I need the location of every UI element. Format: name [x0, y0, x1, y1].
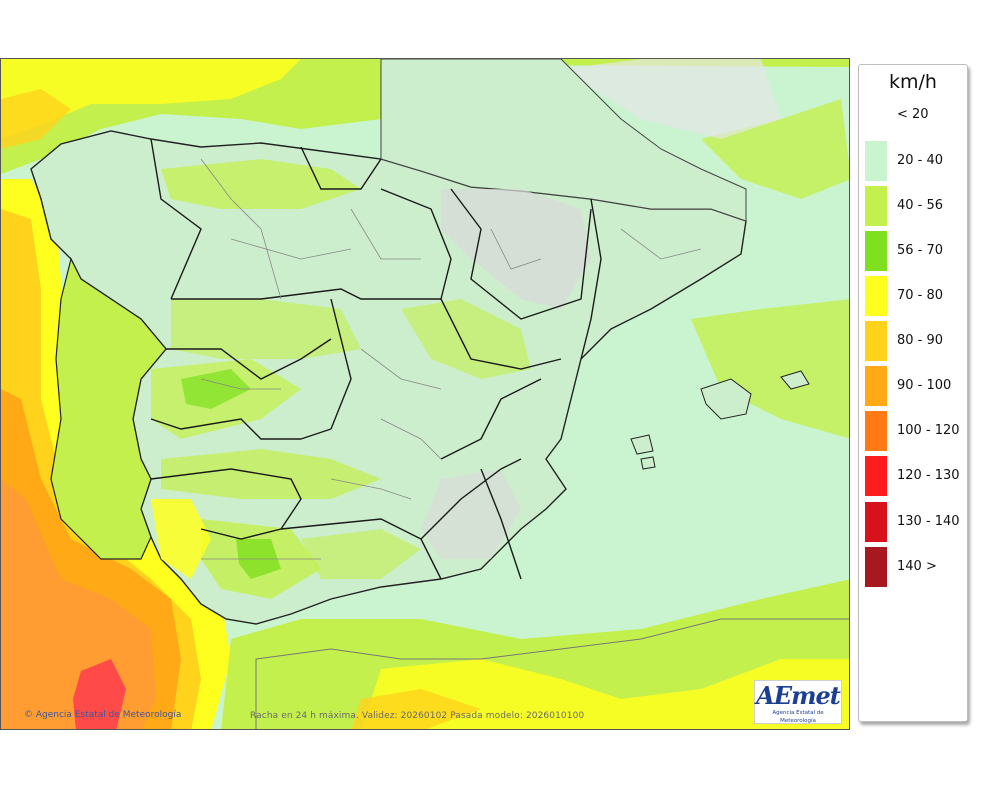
legend-item: 120 - 130 — [865, 456, 965, 496]
legend-swatch — [865, 141, 887, 181]
legend-item: 56 - 70 — [865, 231, 965, 271]
legend-swatch — [865, 547, 887, 587]
legend-swatch — [865, 321, 887, 361]
legend-label: 56 - 70 — [897, 243, 944, 258]
legend-swatch — [865, 231, 887, 271]
legend-label: 20 - 40 — [897, 153, 944, 168]
legend-item: 20 - 40 — [865, 141, 965, 181]
map-canvas — [1, 59, 849, 729]
legend-item: 130 - 140 — [865, 502, 965, 542]
legend-swatch — [865, 276, 887, 316]
legend-swatch — [865, 502, 887, 542]
legend-item: 70 - 80 — [865, 276, 965, 316]
legend-item: 40 - 56 — [865, 186, 965, 226]
legend-panel: km/h < 20 20 - 40 40 - 56 56 - 70 70 - 8… — [858, 64, 968, 722]
legend-label: 70 - 80 — [897, 288, 944, 303]
legend-item: 90 - 100 — [865, 366, 965, 406]
legend-label: 80 - 90 — [897, 333, 944, 348]
legend-unit: km/h — [889, 71, 937, 93]
legend-swatch — [865, 366, 887, 406]
copyright-text: Agencia Estatal de Meteorología — [35, 710, 182, 720]
legend-item: < 20 — [865, 95, 965, 135]
copyright-notice: © Agencia Estatal de Meteorología — [24, 710, 181, 720]
legend-label: 40 - 56 — [897, 198, 944, 213]
legend-label: 140 > — [897, 559, 937, 574]
legend-label: 130 - 140 — [897, 514, 960, 529]
legend-item: 140 > — [865, 547, 965, 587]
aemet-logo: AEmet Agencia Estatal de Meteorología — [754, 680, 842, 724]
legend-swatch — [865, 186, 887, 226]
legend-label: 120 - 130 — [897, 468, 960, 483]
legend-label: < 20 — [897, 107, 929, 122]
copyright-icon: © — [24, 710, 33, 720]
legend-swatch — [865, 95, 887, 135]
map-caption: Racha en 24 h máxima. Validez: 20260102 … — [250, 711, 585, 721]
legend-swatch — [865, 456, 887, 496]
legend-swatch — [865, 411, 887, 451]
logo-subtitle: Agencia Estatal de Meteorología — [772, 710, 824, 724]
legend-label: 100 - 120 — [897, 423, 960, 438]
wind-gust-map — [0, 58, 850, 730]
legend-label: 90 - 100 — [897, 378, 952, 393]
logo-wordmark: AEmet — [756, 681, 841, 710]
legend-item: 80 - 90 — [865, 321, 965, 361]
legend-item: 100 - 120 — [865, 411, 965, 451]
